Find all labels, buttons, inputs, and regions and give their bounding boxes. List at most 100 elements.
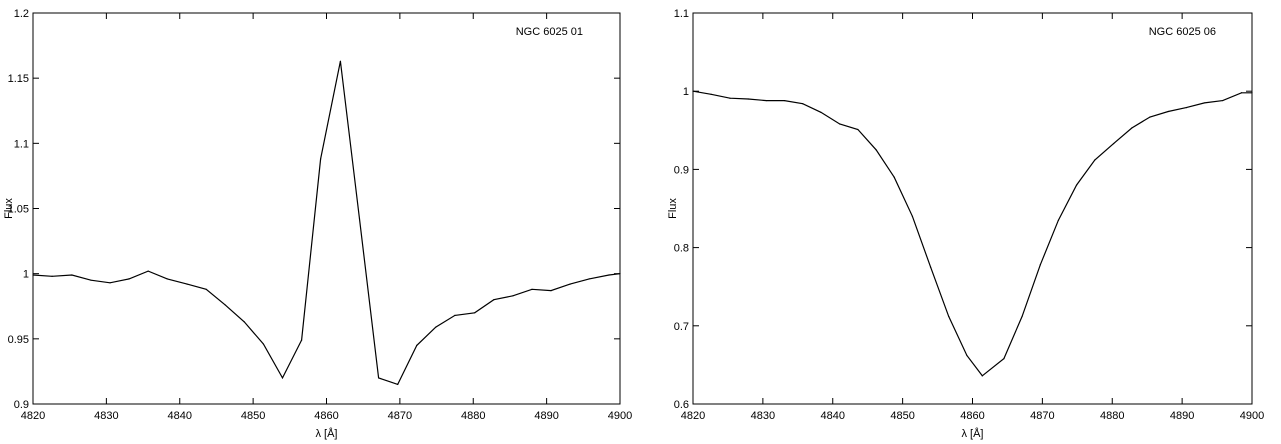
- data-point: [893, 176, 895, 178]
- data-point: [857, 128, 859, 131]
- x-tick-label: 4870: [1030, 410, 1054, 422]
- data-point: [90, 279, 92, 281]
- data-point: [569, 283, 571, 285]
- data-point: [1113, 142, 1115, 145]
- data-point: [262, 343, 264, 345]
- y-tick-label: 1: [23, 269, 29, 281]
- y-tick-label: 0.95: [8, 334, 29, 346]
- plot-frame: [32, 12, 621, 405]
- x-tick-label: 4850: [241, 410, 265, 422]
- data-point: [1057, 219, 1060, 221]
- x-tick-label: 4880: [461, 410, 485, 422]
- y-axis-title: Flux: [667, 198, 679, 219]
- data-point: [765, 99, 767, 102]
- data-point: [802, 103, 804, 105]
- data-point: [1039, 264, 1041, 266]
- y-tick-label: 1.15: [8, 73, 29, 85]
- data-point: [339, 60, 342, 62]
- data-point: [531, 288, 533, 290]
- data-point: [224, 304, 226, 306]
- y-tick-label: 1.1: [14, 138, 29, 150]
- x-tick-label: 4840: [168, 410, 192, 422]
- x-tick-label: 4830: [751, 410, 775, 422]
- data-point: [493, 299, 495, 301]
- x-tick-label: 4900: [608, 410, 632, 422]
- data-point: [929, 266, 932, 268]
- data-point: [820, 111, 822, 113]
- data-point: [747, 98, 749, 100]
- data-point: [186, 283, 188, 285]
- data-point: [474, 312, 476, 314]
- y-tick-label: 0.6: [674, 399, 689, 411]
- x-tick-label: 4820: [21, 410, 45, 422]
- data-point: [243, 321, 245, 323]
- data-point: [729, 97, 731, 99]
- spectrum-line: [32, 61, 621, 386]
- data-point: [550, 290, 552, 292]
- data-point: [320, 158, 322, 160]
- y-tick-label: 1.05: [8, 204, 29, 216]
- data-point: [839, 123, 841, 125]
- data-point: [710, 93, 712, 95]
- x-tick-label: 4900: [1240, 410, 1264, 422]
- data-point: [71, 274, 73, 276]
- data-point: [128, 278, 130, 280]
- data-point: [1131, 127, 1133, 129]
- data-point: [377, 377, 380, 379]
- data-point: [1240, 92, 1243, 94]
- x-axis-title: λ [Å]: [315, 427, 337, 440]
- data-point: [1094, 159, 1096, 161]
- panel-annotation: NGC 6025 06: [1149, 26, 1216, 38]
- x-axis-title: λ [Å]: [961, 427, 983, 440]
- data-point: [397, 383, 399, 386]
- x-tick-label: 4870: [388, 410, 412, 422]
- y-tick-label: 0.9: [674, 164, 689, 176]
- data-point: [358, 218, 361, 220]
- chart-panel-ngc-6025-01: 4820 4830 4840 4850 4860 4870 4880 4890 4900 0.9 0…: [3, 8, 632, 440]
- data-point: [1185, 107, 1187, 109]
- x-tick-label: 4860: [960, 410, 984, 422]
- data-point: [1251, 92, 1253, 94]
- y-tick-label: 0.7: [674, 321, 689, 333]
- data-point: [911, 215, 914, 217]
- data-point: [1149, 116, 1151, 118]
- x-tick-label: 4820: [681, 410, 705, 422]
- data-point: [948, 315, 950, 318]
- data-point: [1167, 110, 1169, 113]
- y-axis-title: Flux: [3, 198, 15, 219]
- data-point: [51, 275, 53, 277]
- spectrum-line: [692, 90, 1252, 377]
- y-tick-label: 0.9: [14, 399, 29, 411]
- data-point: [1021, 315, 1023, 318]
- data-point: [875, 149, 877, 151]
- y-tick-label: 1.1: [674, 8, 689, 20]
- data-point: [1003, 358, 1005, 360]
- data-point: [435, 326, 437, 328]
- x-tick-label: 4840: [821, 410, 845, 422]
- data-point: [166, 278, 168, 280]
- data-point: [205, 288, 207, 290]
- data-point: [692, 90, 694, 92]
- data-point: [619, 273, 621, 275]
- data-point: [1076, 184, 1078, 186]
- chart-panel-ngc-6025-06: 4820 4830 4840 4850 4860 4870 4880 4890 4900 0.6 0…: [667, 8, 1264, 440]
- data-point: [608, 274, 610, 276]
- data-point: [300, 339, 303, 341]
- data-point: [588, 278, 590, 280]
- data-point: [966, 354, 968, 357]
- y-tick-label: 1: [683, 86, 689, 98]
- data-point: [981, 375, 983, 377]
- plot-frame: [692, 12, 1253, 405]
- data-point: [416, 344, 418, 346]
- panel-annotation: NGC 6025 01: [516, 26, 583, 38]
- x-tick-label: 4890: [534, 410, 558, 422]
- data-point: [1222, 99, 1224, 102]
- y-tick-label: 0.8: [674, 243, 689, 255]
- data-point: [1203, 102, 1206, 104]
- data-point: [147, 270, 149, 272]
- x-tick-label: 4830: [94, 410, 118, 422]
- data-point: [454, 314, 456, 316]
- data-point: [512, 295, 514, 297]
- y-tick-label: 1.2: [14, 8, 29, 20]
